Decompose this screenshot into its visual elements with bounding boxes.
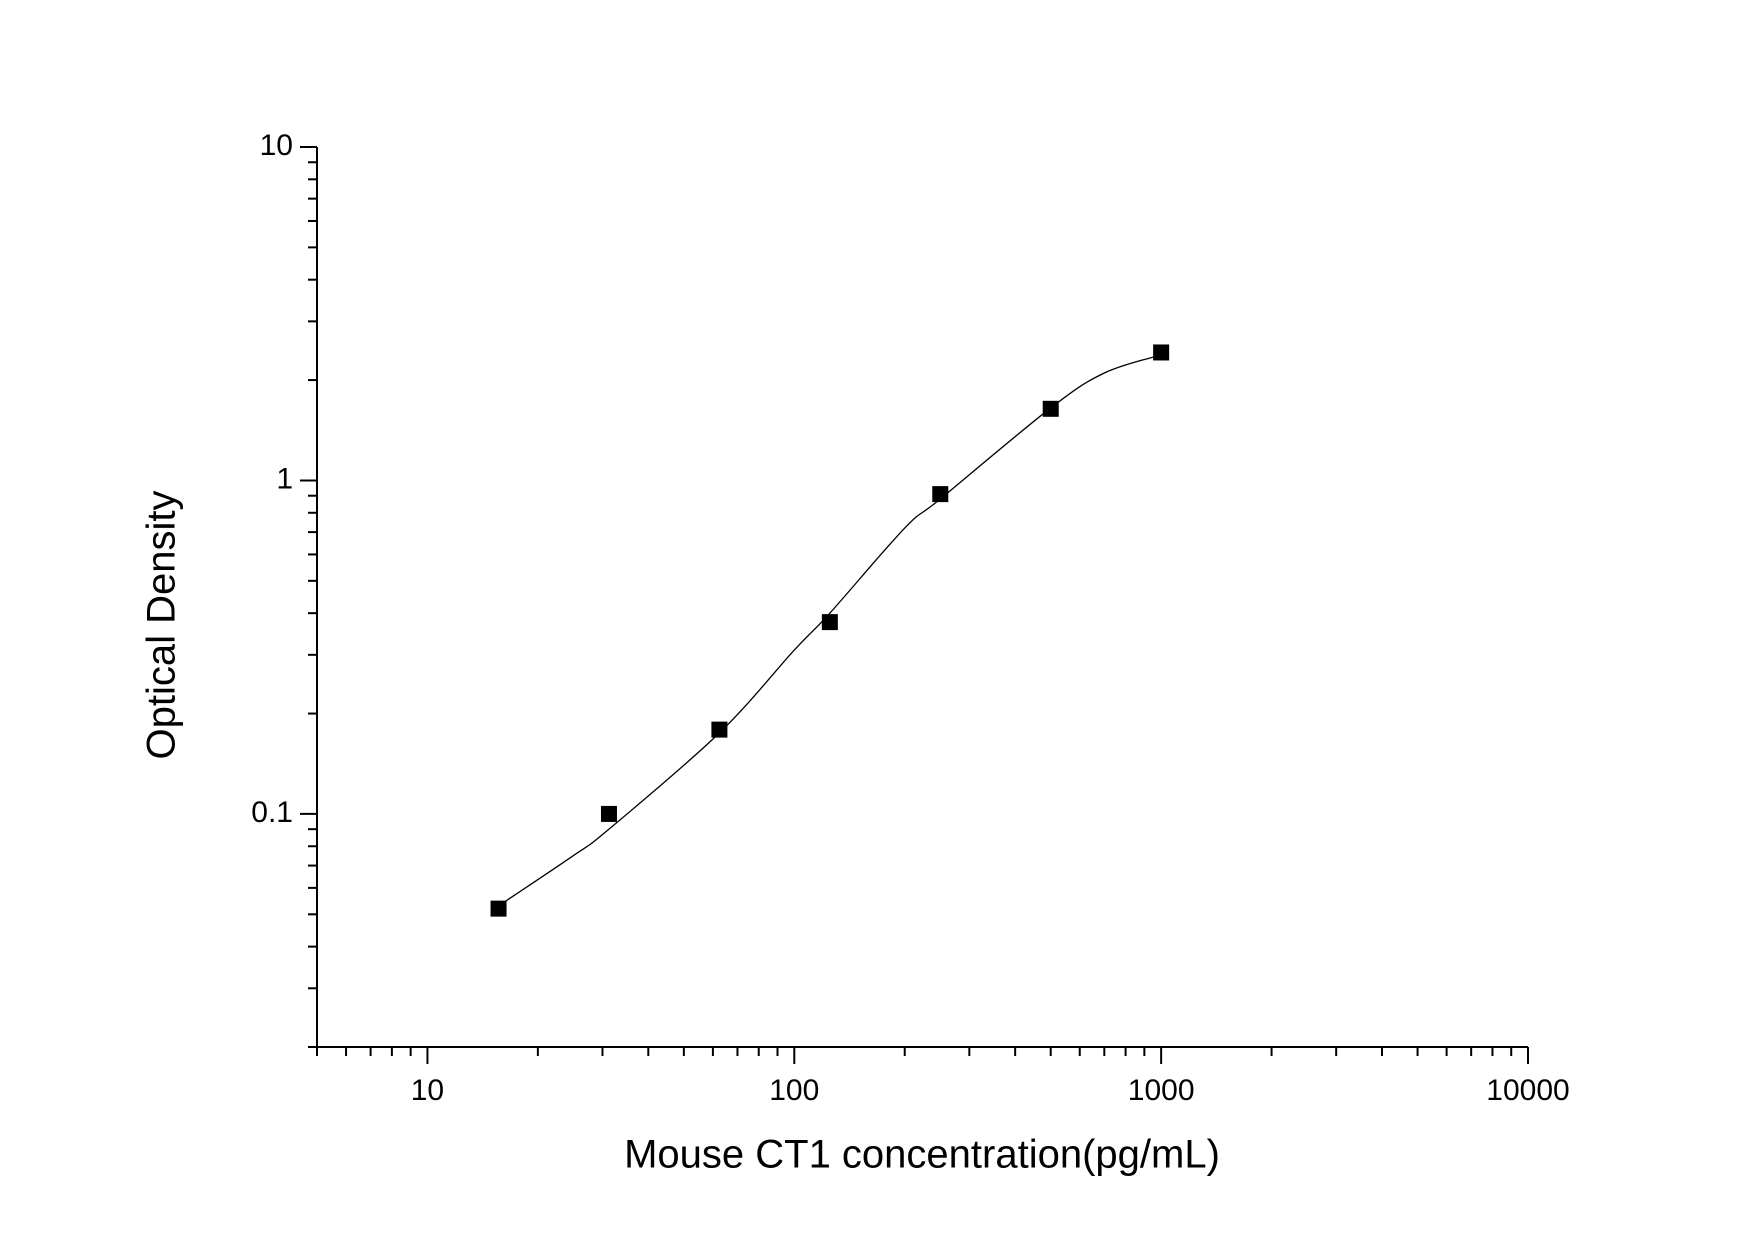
data-point: [711, 721, 728, 738]
x-tick-label: 10: [411, 1074, 444, 1107]
x-tick-label: 10000: [1486, 1074, 1569, 1107]
y-axis-title: Optical Density: [140, 491, 184, 760]
x-tick-label: 1000: [1128, 1074, 1195, 1107]
y-tick-label: 1: [276, 462, 293, 495]
data-point: [821, 614, 838, 631]
data-point: [932, 486, 949, 503]
y-tick-label: 0.1: [251, 796, 293, 829]
x-axis-title: Mouse CT1 concentration(pg/mL): [624, 1133, 1220, 1177]
data-point: [490, 900, 507, 917]
y-tick-label: 10: [260, 129, 293, 162]
data-point: [600, 805, 617, 822]
data-point: [1153, 344, 1170, 361]
x-tick-label: 100: [769, 1074, 819, 1107]
data-point: [1042, 400, 1059, 417]
fit-curve: [498, 354, 1162, 907]
